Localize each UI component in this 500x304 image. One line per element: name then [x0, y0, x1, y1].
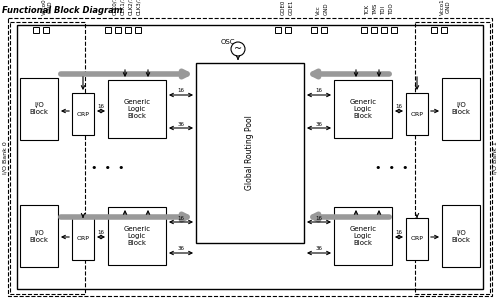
- Text: Vcc: Vcc: [316, 5, 320, 15]
- Text: Generic
Logic
Block: Generic Logic Block: [350, 99, 376, 119]
- Bar: [406, 93, 428, 135]
- Bar: [20, 78, 58, 140]
- Text: 16: 16: [396, 230, 402, 236]
- Text: 36: 36: [178, 122, 184, 126]
- Bar: [415, 22, 490, 294]
- Text: 16: 16: [316, 88, 322, 94]
- Text: ORP: ORP: [410, 112, 424, 116]
- Bar: [125, 27, 131, 33]
- Text: I/O Bank 1: I/O Bank 1: [492, 142, 498, 174]
- Bar: [108, 80, 166, 138]
- Bar: [334, 80, 392, 138]
- Bar: [391, 27, 397, 33]
- Text: Generic
Logic
Block: Generic Logic Block: [124, 99, 150, 119]
- Bar: [275, 27, 281, 33]
- Text: 36: 36: [316, 247, 322, 251]
- Text: Functional Block Diagram: Functional Block Diagram: [2, 6, 122, 15]
- Text: •  •  •: • • •: [91, 163, 125, 173]
- Bar: [442, 205, 480, 267]
- Bar: [361, 27, 367, 33]
- Text: Vcco1
GND: Vcco1 GND: [440, 0, 450, 15]
- Text: GOE0: GOE0: [280, 0, 285, 15]
- Text: I/O
Block: I/O Block: [452, 102, 470, 116]
- Bar: [105, 27, 111, 33]
- Bar: [441, 27, 447, 33]
- Bar: [381, 27, 387, 33]
- Bar: [196, 63, 304, 243]
- Bar: [371, 27, 377, 33]
- Bar: [43, 27, 49, 33]
- Text: I/O
Block: I/O Block: [452, 230, 470, 243]
- Text: OSC: OSC: [221, 39, 236, 45]
- Bar: [431, 27, 437, 33]
- Text: Generic
Logic
Block: Generic Logic Block: [124, 226, 150, 246]
- Text: CLK2/1: CLK2/1: [128, 0, 134, 15]
- Bar: [17, 25, 483, 289]
- Text: Vcco0
GND: Vcco0 GND: [42, 0, 52, 15]
- Text: CLK0/1: CLK0/1: [112, 0, 117, 15]
- Text: 16: 16: [178, 216, 184, 220]
- Text: 16: 16: [396, 105, 402, 109]
- Bar: [311, 27, 317, 33]
- Text: TCK: TCK: [366, 5, 370, 15]
- Bar: [72, 218, 94, 260]
- Text: GOE1: GOE1: [288, 0, 294, 15]
- Bar: [72, 93, 94, 135]
- Text: I/O Bank 0: I/O Bank 0: [2, 142, 7, 174]
- Text: 16: 16: [98, 230, 104, 236]
- Text: TDI: TDI: [382, 6, 386, 15]
- Bar: [20, 205, 58, 267]
- Bar: [135, 27, 141, 33]
- Text: ORP: ORP: [76, 237, 90, 241]
- Text: 16: 16: [316, 216, 322, 220]
- Text: TMS: TMS: [374, 4, 378, 15]
- Text: I/O
Block: I/O Block: [30, 230, 48, 243]
- Bar: [10, 22, 85, 294]
- Text: CLK1/1: CLK1/1: [120, 0, 126, 15]
- Bar: [285, 27, 291, 33]
- Bar: [321, 27, 327, 33]
- Bar: [33, 27, 39, 33]
- Bar: [406, 218, 428, 260]
- Text: ORP: ORP: [76, 112, 90, 116]
- Text: ~: ~: [234, 44, 242, 54]
- Text: GND: GND: [324, 2, 328, 15]
- Text: •  •  •: • • •: [375, 163, 409, 173]
- Text: Generic
Logic
Block: Generic Logic Block: [350, 226, 376, 246]
- Bar: [108, 207, 166, 265]
- Text: I/O
Block: I/O Block: [30, 102, 48, 116]
- Text: TDO: TDO: [390, 3, 394, 15]
- Bar: [115, 27, 121, 33]
- Text: ORP: ORP: [410, 237, 424, 241]
- Bar: [442, 78, 480, 140]
- Text: 16: 16: [98, 105, 104, 109]
- Text: CLK3/1: CLK3/1: [136, 0, 141, 15]
- Bar: [334, 207, 392, 265]
- Text: 36: 36: [316, 122, 322, 126]
- Text: 36: 36: [178, 247, 184, 251]
- Text: Global Routing Pool: Global Routing Pool: [246, 116, 254, 190]
- Text: 16: 16: [178, 88, 184, 94]
